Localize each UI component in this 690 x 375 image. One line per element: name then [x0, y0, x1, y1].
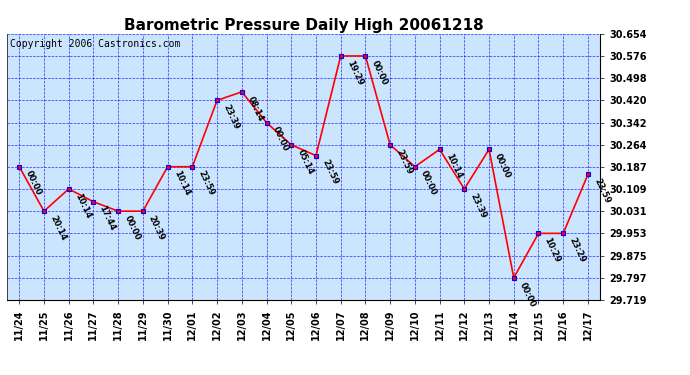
Text: Copyright 2006 Castronics.com: Copyright 2006 Castronics.com — [10, 39, 180, 49]
Title: Barometric Pressure Daily High 20061218: Barometric Pressure Daily High 20061218 — [124, 18, 484, 33]
Text: 23:39: 23:39 — [221, 103, 241, 131]
Text: 17:44: 17:44 — [97, 204, 117, 232]
Text: 23:59: 23:59 — [320, 158, 339, 186]
Text: 20:39: 20:39 — [147, 214, 166, 242]
Text: 10:14: 10:14 — [444, 152, 463, 180]
Text: 00:00: 00:00 — [493, 152, 513, 180]
Text: 00:00: 00:00 — [518, 280, 538, 308]
Text: 23:59: 23:59 — [394, 148, 414, 176]
Text: 10:14: 10:14 — [172, 170, 191, 198]
Text: 00:00: 00:00 — [23, 170, 43, 197]
Text: 00:00: 00:00 — [419, 170, 438, 197]
Text: 23:29: 23:29 — [567, 236, 586, 264]
Text: 20:14: 20:14 — [48, 214, 68, 242]
Text: 05:14: 05:14 — [295, 148, 315, 176]
Text: 10:29: 10:29 — [542, 236, 562, 264]
Text: 08:14: 08:14 — [246, 94, 266, 123]
Text: 23:59: 23:59 — [592, 177, 611, 205]
Text: 19:29: 19:29 — [345, 59, 364, 87]
Text: 23:39: 23:39 — [469, 192, 488, 219]
Text: 00:00: 00:00 — [370, 59, 389, 87]
Text: 00:00: 00:00 — [122, 214, 141, 242]
Text: 10:14: 10:14 — [73, 192, 92, 220]
Text: 00:00: 00:00 — [270, 125, 290, 153]
Text: 23:59: 23:59 — [197, 170, 216, 198]
